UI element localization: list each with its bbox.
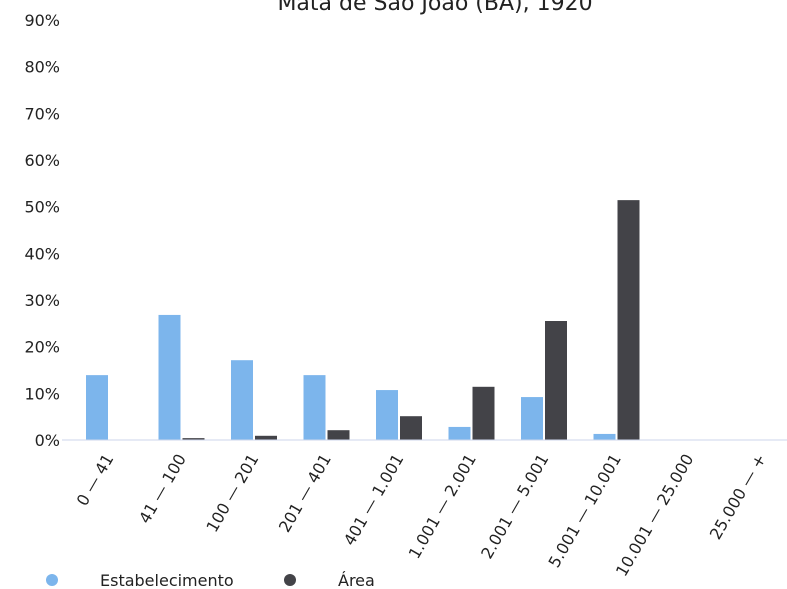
y-tick-label: 20% (24, 338, 60, 357)
x-tick-label: 401 — 1.001 (340, 451, 408, 549)
bar (376, 390, 398, 440)
bar (545, 321, 567, 440)
legend-marker (46, 574, 58, 586)
bar (327, 430, 350, 440)
bar (617, 200, 640, 440)
y-tick-label: 60% (24, 151, 60, 170)
y-tick-label: 30% (24, 291, 60, 310)
bar (400, 416, 422, 440)
legend-label: Estabelecimento (100, 571, 234, 589)
x-tick-label: 201 — 401 (275, 451, 335, 536)
chart-title: Mata de São João (BA), 1920 (277, 0, 592, 16)
bar (303, 375, 326, 440)
x-tick-label: 2.001 — 5.001 (477, 451, 552, 563)
bar (448, 426, 471, 440)
y-tick-label: 40% (24, 244, 60, 263)
y-tick-label: 50% (24, 198, 60, 217)
legend-marker (284, 574, 296, 586)
legend-label: Área (338, 571, 375, 589)
bar (86, 375, 108, 440)
bar (593, 433, 616, 440)
bar (158, 314, 181, 440)
x-tick-label: 100 — 201 (202, 451, 262, 536)
x-tick-label: 0 — 41 (73, 451, 118, 510)
x-tick-label: 41 — 100 (135, 451, 190, 527)
bar (182, 438, 205, 440)
x-tick-label: 5.001 — 10.001 (545, 451, 625, 571)
bar (472, 386, 495, 440)
x-tick-label: 10.001 — 25.000 (612, 451, 698, 580)
y-tick-label: 0% (35, 431, 60, 450)
x-tick-label: 25.000 — + (706, 451, 770, 543)
y-tick-label: 10% (24, 384, 60, 403)
bar (231, 360, 253, 440)
y-tick-label: 70% (24, 104, 60, 123)
x-tick-label: 1.001 — 2.001 (405, 451, 480, 563)
bar (521, 397, 543, 440)
y-tick-label: 90% (24, 11, 60, 30)
bar (255, 435, 277, 440)
y-tick-label: 80% (24, 58, 60, 77)
